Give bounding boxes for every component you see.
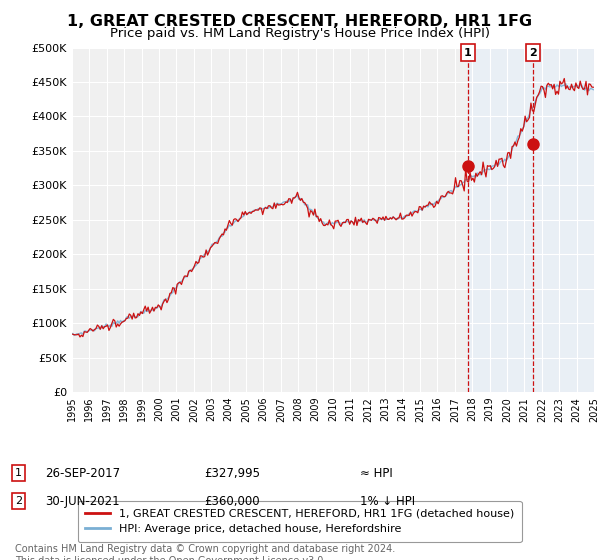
Text: ≈ HPI: ≈ HPI [360,466,393,480]
Text: 30-JUN-2021: 30-JUN-2021 [45,494,119,508]
Text: Price paid vs. HM Land Registry's House Price Index (HPI): Price paid vs. HM Land Registry's House … [110,27,490,40]
Text: 2: 2 [15,496,22,506]
Text: 1: 1 [15,468,22,478]
Text: Contains HM Land Registry data © Crown copyright and database right 2024.
This d: Contains HM Land Registry data © Crown c… [15,544,395,560]
Text: 1% ↓ HPI: 1% ↓ HPI [360,494,415,508]
Text: 2: 2 [529,48,537,58]
Text: 26-SEP-2017: 26-SEP-2017 [45,466,120,480]
Bar [468,48,594,392]
Text: 1: 1 [464,48,472,58]
Text: £360,000: £360,000 [204,494,260,508]
Text: 1, GREAT CRESTED CRESCENT, HEREFORD, HR1 1FG: 1, GREAT CRESTED CRESCENT, HEREFORD, HR1… [67,14,533,29]
Text: £327,995: £327,995 [204,466,260,480]
Legend: 1, GREAT CRESTED CRESCENT, HEREFORD, HR1 1FG (detached house), HPI: Average pric: 1, GREAT CRESTED CRESCENT, HEREFORD, HR1… [77,501,521,542]
